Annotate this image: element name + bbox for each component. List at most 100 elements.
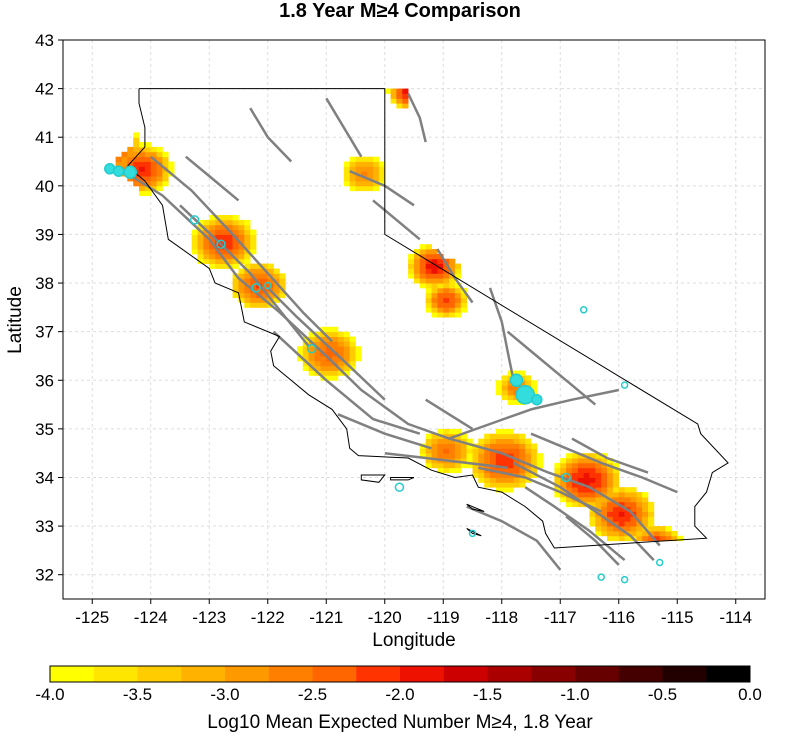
forecast-cell xyxy=(642,530,649,537)
forecast-cell xyxy=(595,530,602,537)
forecast-cell xyxy=(595,477,602,483)
forecast-cell xyxy=(408,268,415,274)
forecast-cell xyxy=(162,171,169,177)
forecast-cell xyxy=(308,351,315,357)
forecast-cell xyxy=(478,448,485,454)
forecast-cell xyxy=(601,487,608,493)
forecast-cell xyxy=(449,453,456,459)
forecast-cell xyxy=(203,258,210,264)
forecast-cell xyxy=(361,161,368,167)
forecast-cell xyxy=(267,263,274,269)
forecast-cell xyxy=(601,526,608,532)
forecast-cell xyxy=(115,161,122,167)
forecast-cell xyxy=(466,448,473,454)
forecast-cell xyxy=(495,487,503,493)
forecast-cell xyxy=(577,492,584,498)
forecast-cell xyxy=(449,462,456,469)
forecast-cell xyxy=(314,351,321,357)
forecast-cell xyxy=(302,365,309,371)
forecast-cell xyxy=(454,467,462,474)
forecast-cell xyxy=(595,472,602,478)
forecast-cell xyxy=(443,263,450,269)
forecast-cell xyxy=(630,496,637,503)
forecast-cell xyxy=(484,477,491,483)
forecast-cell xyxy=(156,151,163,158)
forecast-cell xyxy=(244,292,251,299)
forecast-cell xyxy=(507,399,514,405)
forecast-cell xyxy=(203,224,210,230)
forecast-cell xyxy=(460,292,467,299)
forecast-cell xyxy=(396,93,403,99)
colorbar-ticks: -4.0 -3.5 -3.0 -2.5 -2.0 -1.5 -1.0 -0.5 0.0 xyxy=(35,685,761,704)
forecast-cell xyxy=(343,181,350,187)
forecast-cell xyxy=(583,496,590,503)
forecast-cell xyxy=(349,356,356,362)
forecast-cell xyxy=(203,244,210,250)
forecast-cell xyxy=(595,487,602,493)
forecast-cell xyxy=(437,287,444,294)
forecast-cell xyxy=(577,472,584,478)
forecast-cell xyxy=(232,278,239,284)
forecast-cell xyxy=(589,453,596,459)
observed-earthquakes xyxy=(104,163,664,584)
forecast-cell xyxy=(267,278,274,284)
forecast-cell xyxy=(431,273,438,279)
forecast-cell xyxy=(612,467,620,474)
forecast-cell xyxy=(607,511,614,517)
colorbar-tick-label: -4.0 xyxy=(35,685,64,704)
forecast-cell xyxy=(495,433,503,439)
forecast-cell xyxy=(425,433,432,439)
forecast-cell xyxy=(484,458,491,464)
forecast-cell xyxy=(665,535,672,542)
forecast-cell xyxy=(361,171,368,177)
forecast-cell xyxy=(636,501,643,508)
forecast-cell xyxy=(238,229,245,235)
forecast-cell xyxy=(495,458,503,464)
forecast-cell xyxy=(337,331,345,337)
fault-trace xyxy=(384,451,508,470)
forecast-cell xyxy=(197,253,204,260)
forecast-cell xyxy=(513,399,520,405)
forecast-cell xyxy=(144,151,152,158)
california-outline xyxy=(126,88,729,549)
forecast-cell xyxy=(484,453,491,459)
forecast-cell xyxy=(226,219,233,226)
forecast-cell xyxy=(595,492,602,498)
forecast-cell xyxy=(361,156,368,162)
forecast-cell xyxy=(279,273,286,279)
forecast-cell xyxy=(332,341,339,347)
forecast-cell xyxy=(583,458,590,464)
forecast-cell xyxy=(607,492,614,498)
forecast-cell xyxy=(612,530,620,537)
forecast-cell xyxy=(144,181,152,187)
forecast-cell xyxy=(349,351,356,357)
x-tick-label: -123 xyxy=(192,608,226,627)
observed-event-marker xyxy=(251,283,261,293)
forecast-cell xyxy=(203,239,210,245)
forecast-cell xyxy=(454,453,462,459)
forecast-cell xyxy=(250,234,257,240)
forecast-cell xyxy=(636,506,643,512)
forecast-cell xyxy=(250,229,257,235)
forecast-cell xyxy=(454,443,462,449)
forecast-cell xyxy=(133,132,140,138)
x-tick-label: -119 xyxy=(427,608,460,627)
forecast-cell xyxy=(373,161,380,167)
figure-title: 1.8 Year M≥4 Comparison xyxy=(279,0,521,22)
forecast-cell xyxy=(519,477,526,483)
forecast-cell xyxy=(320,356,327,362)
forecast-cell xyxy=(595,501,602,508)
observed-event-marker xyxy=(620,575,629,584)
forecast-cell xyxy=(437,292,444,299)
forecast-cell xyxy=(519,433,526,439)
forecast-cell xyxy=(571,482,579,488)
forecast-cell xyxy=(443,302,450,308)
forecast-cell xyxy=(536,462,543,469)
forecast-cell xyxy=(560,482,567,488)
forecast-cell xyxy=(607,482,614,488)
forecast-cell xyxy=(618,492,625,498)
forecast-cell xyxy=(636,492,643,498)
plot-frame-bg xyxy=(63,40,765,599)
forecast-cell xyxy=(618,511,625,517)
forecast-cell xyxy=(162,161,169,167)
